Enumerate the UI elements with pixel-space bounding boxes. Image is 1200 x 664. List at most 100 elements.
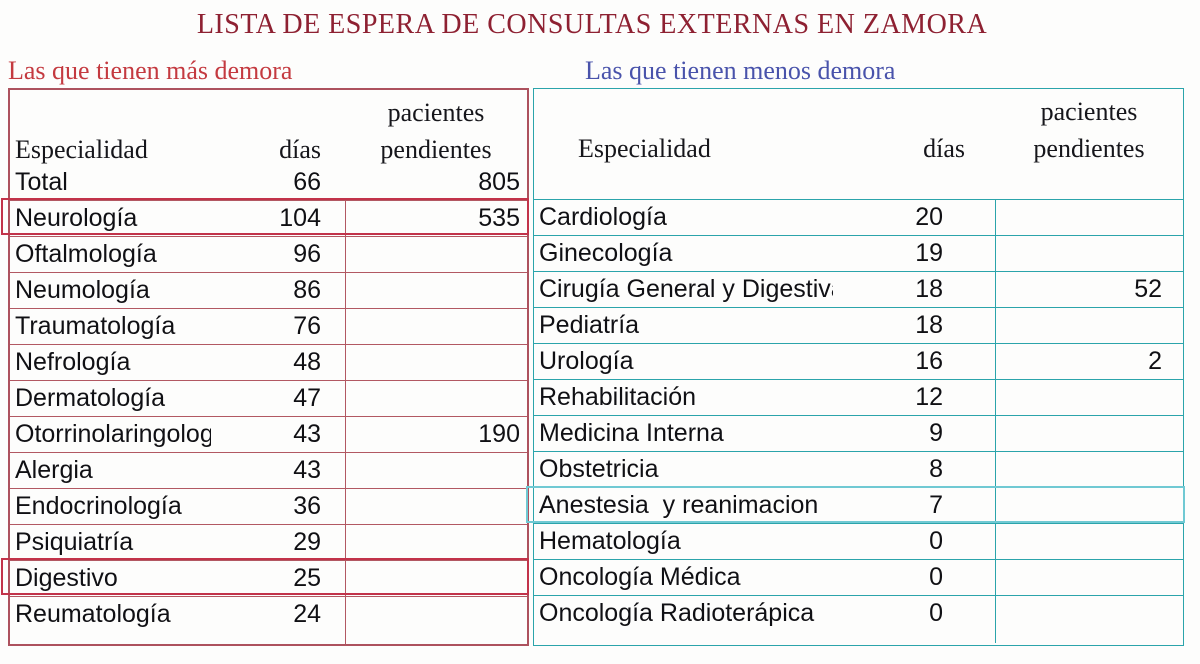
cell-especialidad: Neurología <box>15 204 138 232</box>
cell-especialidad: Pediatría <box>539 311 640 339</box>
cell-dias: 0 <box>929 527 943 555</box>
cell-total-label: Total <box>15 168 68 196</box>
cell-pacientes: 2 <box>995 344 1183 379</box>
cell-pacientes <box>995 560 1183 595</box>
cell-dias: 47 <box>293 384 321 412</box>
cell-dias: 0 <box>929 563 943 591</box>
cell-pacientes: 535 <box>345 201 527 236</box>
cell-dias: 36 <box>293 492 321 520</box>
header-pacientes-line1: pacientes <box>387 98 485 127</box>
cell-pacientes <box>995 308 1183 343</box>
table-row: Nefrología 48 <box>10 344 527 380</box>
header-especialidad: Especialidad <box>578 134 711 163</box>
table-row: Medicina Interna 9 <box>534 415 1183 451</box>
cell-dias: 96 <box>293 240 321 268</box>
table-mas-demora: pacientes Especialidad días pendientes T… <box>8 88 529 646</box>
cell-dias: 43 <box>293 420 321 448</box>
cell-especialidad: Neumología <box>15 276 150 304</box>
cell-especialidad: Cardiología <box>539 203 667 231</box>
subtitle-mas-demora: Las que tienen más demora <box>8 56 293 85</box>
table-row: Alergia 43 <box>10 452 527 488</box>
cell-especialidad: Oncología Radioterápica <box>539 599 815 627</box>
cell-especialidad: Oftalmología <box>15 240 157 268</box>
table-row: Digestivo 25 <box>10 560 527 596</box>
cell-dias: 0 <box>929 599 943 627</box>
cell-especialidad: Traumatología <box>15 312 176 340</box>
table-row: Traumatología 76 <box>10 308 527 344</box>
cell-total-dias: 66 <box>293 168 321 196</box>
cell-dias: 48 <box>293 348 321 376</box>
cell-dias: 20 <box>915 203 943 231</box>
cell-total-pacientes: 805 <box>478 168 520 196</box>
cell-pacientes <box>995 488 1183 523</box>
cell-pacientes <box>345 273 527 308</box>
cell-dias: 25 <box>293 564 321 592</box>
cell-pacientes <box>995 416 1183 451</box>
cell-pacientes <box>345 309 527 344</box>
table-row: Pediatría 18 <box>534 307 1183 343</box>
header-dias: días <box>279 135 321 164</box>
total-row: Total 66 805 <box>10 165 527 200</box>
cell-dias: 29 <box>293 528 321 556</box>
cell-especialidad: Hematología <box>539 527 681 555</box>
cell-dias: 104 <box>279 204 321 232</box>
cell-pacientes <box>995 236 1183 271</box>
cell-dias: 8 <box>929 455 943 483</box>
cell-pacientes <box>995 452 1183 487</box>
cell-pacientes <box>345 597 527 644</box>
cell-especialidad: Obstetricia <box>539 455 659 483</box>
table-row: Neurología 104 535 <box>10 200 527 236</box>
cell-pacientes: 190 <box>345 417 527 452</box>
cell-pacientes <box>995 524 1183 559</box>
cell-dias: 18 <box>915 311 943 339</box>
cell-especialidad: Oncología Médica <box>539 563 741 591</box>
cell-especialidad: Medicina Interna <box>539 419 724 447</box>
table-row: Endocrinología 36 <box>10 488 527 524</box>
cell-pacientes <box>995 380 1183 415</box>
header-pacientes-line2: pendientes <box>1033 134 1145 163</box>
cell-especialidad: Rehabilitación <box>539 383 697 411</box>
cell-pacientes <box>345 525 527 560</box>
cell-especialidad: Dermatología <box>15 384 166 412</box>
table-header: pacientes Especialidad días pendientes T… <box>10 90 527 200</box>
cell-dias: 7 <box>929 491 943 519</box>
header-especialidad: Especialidad <box>15 135 148 164</box>
table-row: Oncología Radioterápica 0 <box>534 595 1183 643</box>
cell-pacientes <box>345 237 527 272</box>
cell-pacientes <box>995 596 1183 643</box>
cell-especialidad: Urología <box>539 347 634 375</box>
cell-especialidad: Anestesia y reanimacion <box>539 491 819 519</box>
cell-especialidad: Psiquiatría <box>15 528 134 556</box>
cell-dias: 24 <box>293 600 321 628</box>
cell-pacientes <box>345 561 527 596</box>
cell-especialidad: Nefrología <box>15 348 131 376</box>
cell-dias: 12 <box>915 383 943 411</box>
cell-especialidad: Endocrinología <box>15 492 182 520</box>
cell-especialidad: Digestivo <box>15 564 118 592</box>
table-row: Otorrinolaringología 43 190 <box>10 416 527 452</box>
table-row: Psiquiatría 29 <box>10 524 527 560</box>
table-row: Anestesia y reanimacion 7 <box>534 487 1183 523</box>
cell-dias: 19 <box>915 239 943 267</box>
table-row: Cardiología 20 <box>534 199 1183 235</box>
cell-especialidad: Alergia <box>15 456 93 484</box>
cell-pacientes: 52 <box>995 272 1183 307</box>
cell-dias: 18 <box>915 275 943 303</box>
table-row: Ginecología 19 <box>534 235 1183 271</box>
table-row: Dermatología 47 <box>10 380 527 416</box>
cell-dias: 43 <box>293 456 321 484</box>
table-row: Neumología 86 <box>10 272 527 308</box>
table-row: Obstetricia 8 <box>534 451 1183 487</box>
cell-especialidad: Otorrinolaringología <box>15 420 211 448</box>
cell-pacientes <box>345 489 527 524</box>
cell-dias: 86 <box>293 276 321 304</box>
cell-dias: 76 <box>293 312 321 340</box>
table-header: pacientes Especialidad días pendientes <box>534 89 1183 199</box>
page-title: LISTA DE ESPERA DE CONSULTAS EXTERNAS EN… <box>196 9 988 40</box>
cell-pacientes <box>995 200 1183 235</box>
table-row: Oncología Médica 0 <box>534 559 1183 595</box>
cell-pacientes <box>345 381 527 416</box>
cell-especialidad: Cirugía General y Digestiva <box>539 275 833 303</box>
cell-dias: 16 <box>915 347 943 375</box>
cell-dias: 9 <box>929 419 943 447</box>
